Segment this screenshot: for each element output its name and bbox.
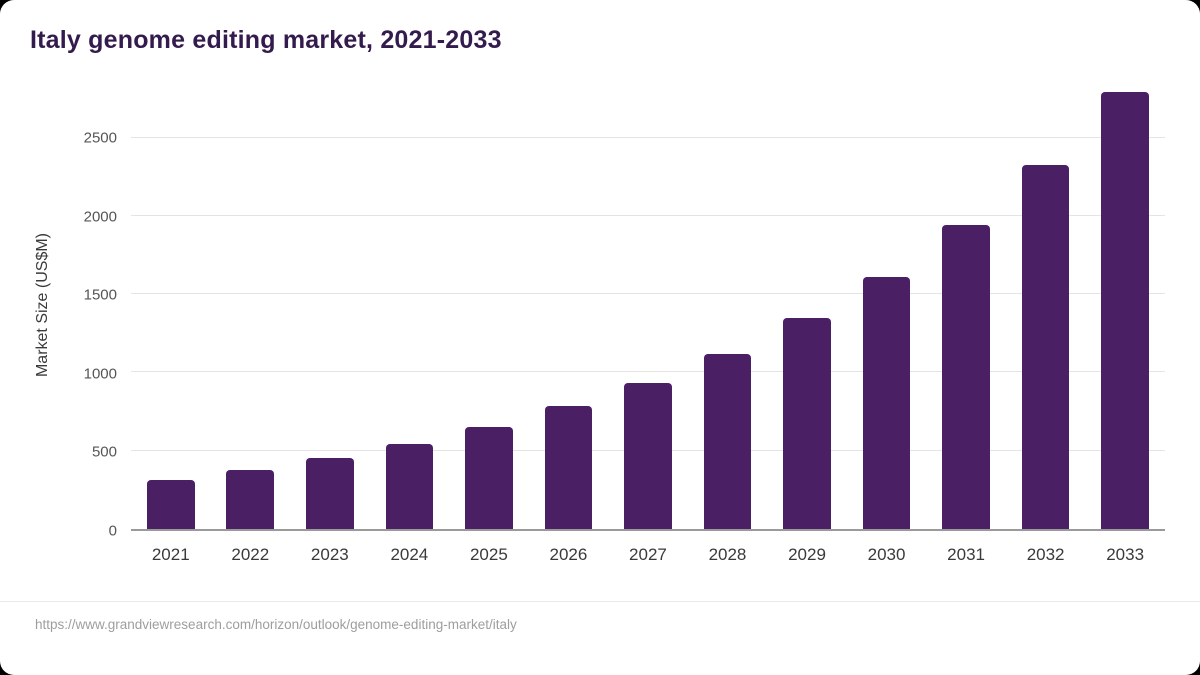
- bar-slot: [1085, 79, 1165, 529]
- x-tick-label: 2024: [390, 545, 429, 564]
- y-tick-label: 2000: [83, 208, 117, 226]
- x-tick-label: 2031: [947, 545, 985, 564]
- x-tick-label: 2028: [708, 545, 747, 564]
- bar-2033: [1101, 92, 1149, 529]
- y-tick-label: 2500: [83, 129, 117, 147]
- y-tick-label: 500: [91, 443, 117, 461]
- x-tick-label: 2032: [1026, 545, 1065, 564]
- x-tick-label: 2027: [629, 545, 667, 564]
- bar-slot: [688, 79, 768, 529]
- bar-2021: [146, 480, 195, 529]
- bar-slot: [847, 79, 927, 529]
- gridline: [131, 371, 1165, 373]
- bar-2028: [703, 353, 752, 529]
- x-tick-label: 2022: [231, 545, 270, 564]
- bar-2027: [624, 382, 672, 529]
- chart-area: Market Size (US$M) 0 500 1000 1500 2000 2500 …: [25, 79, 1165, 575]
- bar-slot: [131, 79, 211, 529]
- x-tick-label: 2033: [1106, 545, 1145, 564]
- bar-slot: [608, 79, 688, 529]
- bar-2032: [1021, 165, 1070, 529]
- y-axis-label-text: Market Size (US$M): [34, 232, 51, 378]
- bar-slot: [1006, 79, 1086, 529]
- source-footer: https://www.grandviewresearch.com/horizo…: [0, 601, 1200, 647]
- source-url: https://www.grandviewresearch.com/horizo…: [35, 617, 517, 632]
- bar-slot: [211, 79, 291, 529]
- gridline: [131, 214, 1165, 216]
- y-tick-label: 1000: [83, 365, 117, 383]
- x-tick-label: 2030: [867, 545, 906, 564]
- x-tick-label: 2029: [788, 545, 826, 564]
- bar-2025: [465, 427, 513, 529]
- y-tick-label: 1500: [83, 286, 117, 304]
- x-tick-label: 2026: [549, 545, 588, 564]
- y-tick-label: 0: [108, 522, 117, 540]
- plot-area: [131, 79, 1165, 531]
- x-tick-label: 2023: [310, 545, 349, 564]
- bar-slot: [449, 79, 529, 529]
- y-axis-ticks: 0 500 1000 1500 2000 2500: [61, 79, 131, 539]
- bar-2031: [942, 225, 990, 529]
- bar-slot: [767, 79, 847, 529]
- x-axis-ticks: 2021 2022 2023 2024 2025 2026 2027 2028 2029 2030…: [131, 531, 1165, 575]
- bars-layer: [131, 79, 1165, 529]
- x-tick-label: 2021: [151, 545, 190, 564]
- gridline: [131, 293, 1165, 295]
- bar-2026: [544, 406, 593, 529]
- bar-2024: [385, 444, 434, 529]
- bar-2022: [226, 470, 275, 529]
- bar-slot: [529, 79, 609, 529]
- bar-2029: [783, 318, 831, 529]
- gridline: [131, 136, 1165, 138]
- bar-slot: [290, 79, 370, 529]
- y-axis-label: Market Size (US$M): [25, 79, 61, 531]
- x-tick-label: 2025: [469, 545, 508, 564]
- bar-slot: [926, 79, 1006, 529]
- bar-2023: [305, 457, 354, 529]
- bar-slot: [370, 79, 450, 529]
- chart-title: Italy genome editing market, 2021-2033: [30, 26, 502, 54]
- bar-2030: [862, 277, 911, 529]
